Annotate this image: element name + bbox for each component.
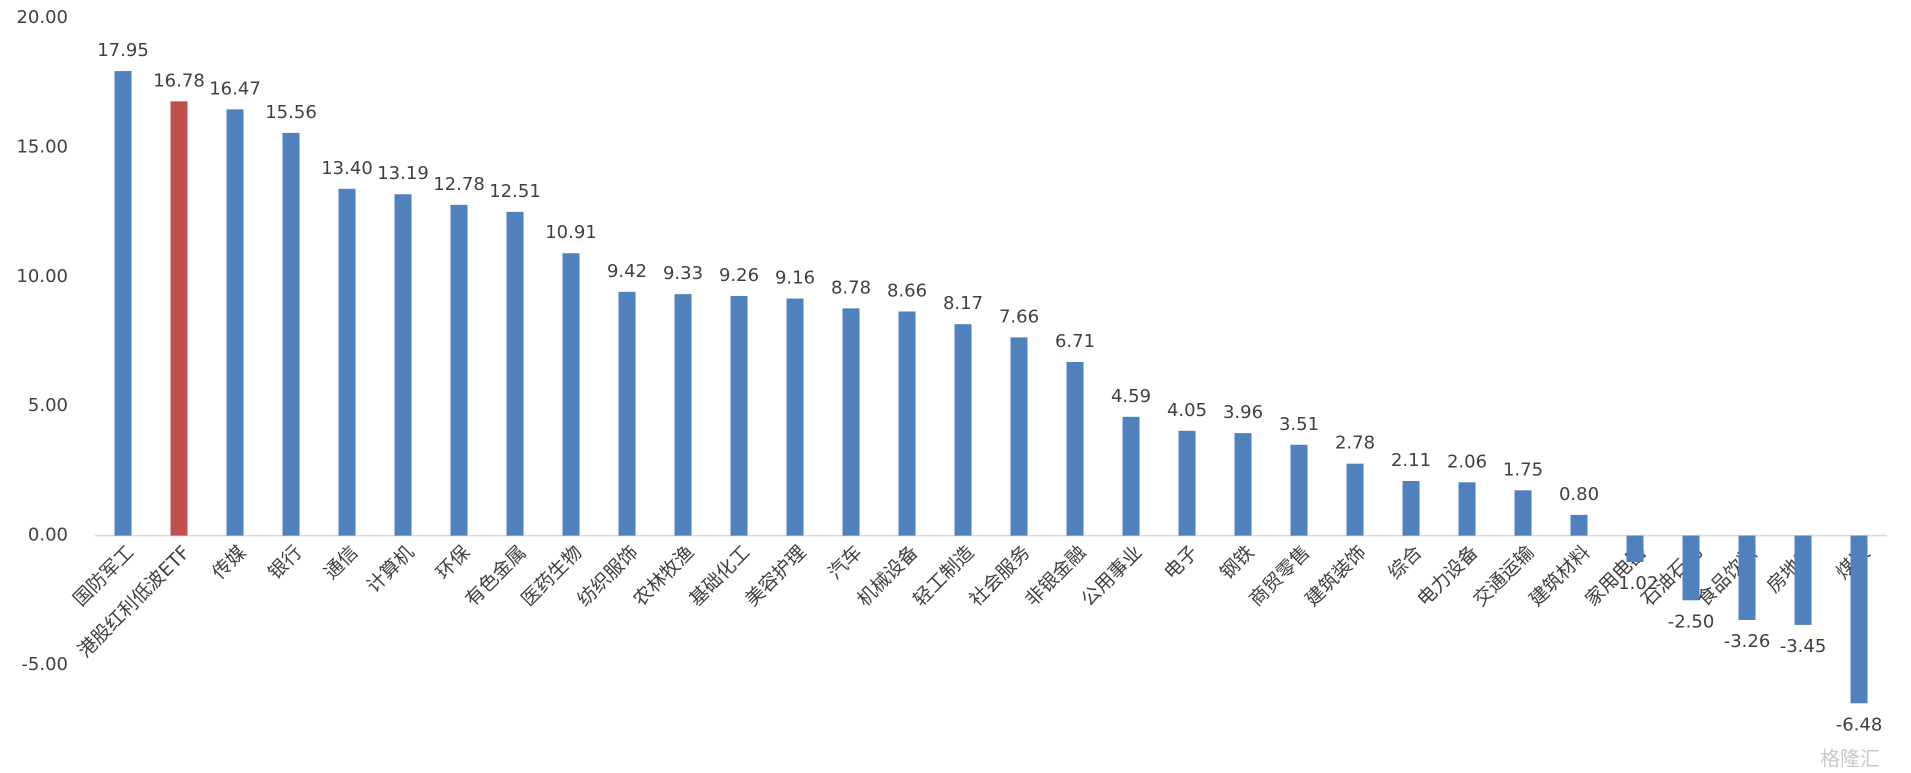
data-label: 16.47 [209, 78, 261, 99]
data-label: 7.66 [999, 306, 1039, 327]
data-label: 0.80 [1559, 484, 1599, 505]
bar [1626, 535, 1644, 562]
x-tick-label: 机械设备 [853, 541, 922, 610]
x-tick-label: 轻工制造 [909, 541, 978, 610]
bar [506, 211, 524, 536]
bar [226, 109, 244, 536]
x-tick-label: 电力设备 [1413, 541, 1482, 610]
data-label: 2.11 [1391, 450, 1431, 471]
bar [618, 291, 636, 536]
data-label: -1.02 [1612, 573, 1659, 594]
data-label: 2.78 [1335, 433, 1375, 454]
data-label: 10.91 [545, 222, 597, 243]
x-tick-label: 社会服务 [965, 541, 1034, 610]
data-label: 16.78 [153, 70, 205, 91]
x-tick-label: 汽车 [824, 541, 866, 583]
x-tick-label: 公用事业 [1077, 541, 1146, 610]
bar [562, 253, 580, 536]
bar [282, 132, 300, 536]
bar [1514, 490, 1532, 536]
data-label: 12.51 [489, 181, 541, 202]
bar [674, 294, 692, 536]
data-label: 12.78 [433, 174, 485, 195]
x-tick-label: 有色金属 [461, 541, 530, 610]
x-tick-label: 基础化工 [685, 541, 754, 610]
data-label: 9.42 [607, 261, 647, 282]
data-label: 3.51 [1279, 414, 1319, 435]
x-tick-label: 农林牧渔 [629, 541, 698, 610]
x-tick-label: 美容护理 [741, 541, 810, 610]
bar [954, 324, 972, 536]
bar [114, 71, 132, 536]
x-tick-label: 综合 [1384, 541, 1426, 583]
x-tick-label: 医药生物 [517, 541, 586, 610]
x-tick-label: 传媒 [208, 541, 250, 583]
data-label: -3.26 [1724, 631, 1771, 652]
bar [1458, 482, 1476, 536]
data-label: 2.06 [1447, 451, 1487, 472]
x-tick-label: 环保 [432, 541, 474, 583]
bar [1570, 514, 1588, 536]
x-tick-label: 电子 [1160, 541, 1202, 583]
bar [898, 311, 916, 536]
bar [1794, 535, 1812, 625]
data-label: 9.26 [719, 265, 759, 286]
data-label: 8.17 [943, 293, 983, 314]
bar [1122, 416, 1140, 536]
data-label: 4.05 [1167, 400, 1207, 421]
data-label: 8.66 [887, 280, 927, 301]
data-label: 13.40 [321, 158, 373, 179]
bar [1178, 430, 1196, 536]
data-label: 4.59 [1111, 386, 1151, 407]
x-tick-label: 纺织服饰 [573, 541, 642, 610]
bar [338, 188, 356, 536]
data-label: 1.75 [1503, 459, 1543, 480]
data-label: -2.50 [1668, 611, 1715, 632]
bar [786, 298, 804, 536]
bar [730, 295, 748, 536]
bar [842, 308, 860, 536]
data-label: -3.45 [1780, 636, 1827, 657]
data-label: 17.95 [97, 40, 149, 61]
x-tick-label: 建筑装饰 [1301, 541, 1370, 610]
y-tick-label: 20.00 [16, 7, 68, 28]
data-label: 3.96 [1223, 402, 1263, 423]
data-label: 9.33 [663, 263, 703, 284]
x-tick-label: 计算机 [363, 541, 419, 597]
x-tick-label: 钢铁 [1216, 541, 1258, 583]
bar [1682, 535, 1700, 601]
watermark: 格隆汇 [1820, 747, 1880, 771]
bar [170, 101, 188, 536]
y-tick-label: 5.00 [28, 395, 68, 416]
bar [1850, 535, 1868, 704]
bar [1066, 361, 1084, 536]
data-label: 8.78 [831, 277, 871, 298]
x-tick-label: 交通运输 [1469, 541, 1538, 610]
x-tick-label: 银行 [264, 541, 306, 583]
bar [1346, 463, 1364, 536]
bar [1402, 480, 1420, 536]
x-tick-label: 商贸零售 [1245, 541, 1314, 610]
data-label: 13.19 [377, 163, 429, 184]
y-tick-label: 15.00 [16, 136, 68, 157]
bar [1234, 433, 1252, 536]
bar [450, 204, 468, 536]
data-label: 6.71 [1055, 331, 1095, 352]
y-tick-label: -5.00 [21, 654, 68, 675]
x-tick-label: 通信 [320, 541, 362, 583]
bar [1738, 535, 1756, 620]
data-label: -6.48 [1836, 714, 1883, 735]
y-tick-label: 0.00 [28, 525, 68, 546]
data-label: 15.56 [265, 102, 317, 123]
x-tick-label: 建筑材料 [1525, 541, 1594, 610]
x-tick-label: 非银金融 [1021, 541, 1090, 610]
bar [1290, 444, 1308, 536]
data-label: 9.16 [775, 268, 815, 289]
bar [1010, 337, 1028, 536]
y-tick-label: 10.00 [16, 266, 68, 287]
bar [394, 194, 412, 536]
